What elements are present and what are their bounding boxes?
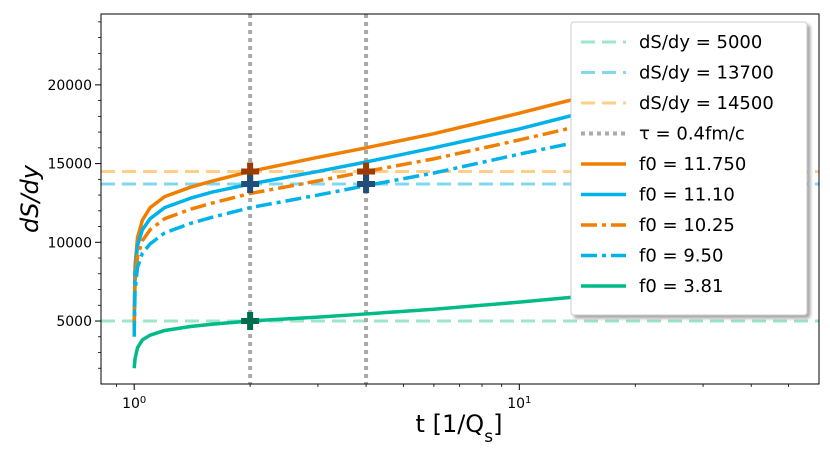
marker-3 [357,175,376,194]
legend-label-3: τ = 0.4fm/c [639,124,745,145]
series-line-3 [132,138,588,337]
marker-1 [241,175,260,194]
marker-2 [357,162,376,181]
legend-label-1: dS/dy = 13700 [639,63,774,84]
series-line-2 [132,122,588,331]
y-tick-label-3: 20000 [47,78,92,94]
x-tick-label-1: 101 [507,395,531,413]
legend-box [570,21,808,316]
marker-0 [241,162,260,181]
legend-label-4: f0 = 11.750 [639,154,746,175]
legend-label-8: f0 = 3.81 [639,276,723,297]
legend-label-0: dS/dy = 5000 [639,32,762,53]
marker-4 [241,312,260,331]
y-tick-label-1: 10000 [47,235,92,251]
legend-label-5: f0 = 11.10 [639,185,735,206]
y-tick-label-2: 15000 [47,157,92,173]
legend-label-7: f0 = 9.50 [639,246,723,267]
series-line-1 [132,109,588,326]
x-tick-label-0: 100 [122,395,146,413]
legend-label-2: dS/dy = 14500 [639,93,774,114]
y-tick-label-0: 5000 [56,314,92,330]
x-axis-label: t [1/Qs] [416,410,503,447]
series-line-4 [132,294,588,369]
legend-label-6: f0 = 10.25 [639,215,735,236]
legend: dS/dy = 5000 dS/dy = 13700 dS/dy = 14500 τ … [570,21,808,316]
y-axis-label: dS/dy [16,164,44,233]
series-line-0 [132,94,588,322]
